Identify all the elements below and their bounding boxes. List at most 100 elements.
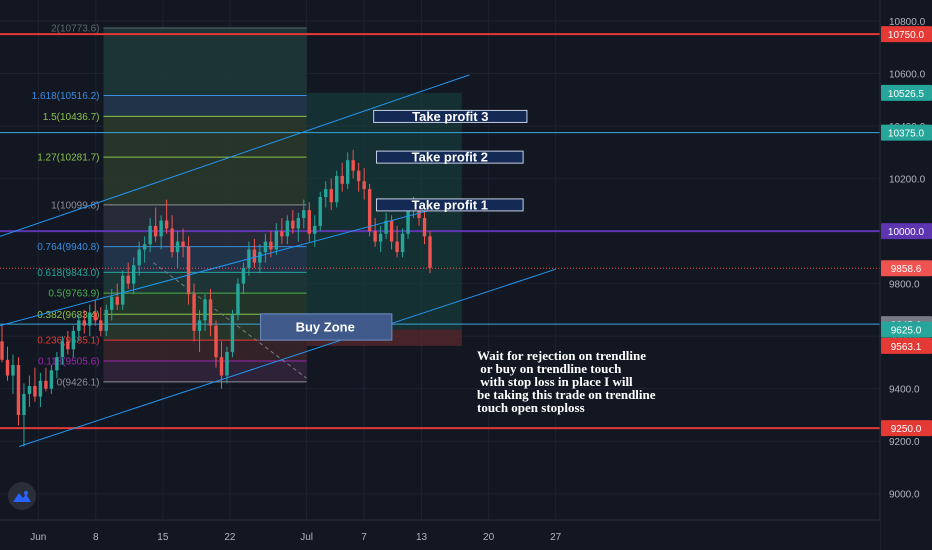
- annotations[interactable]: Take profit 3 Take profit 2 Take profit 1 B…: [260, 109, 656, 415]
- candle-body-65: [356, 170, 361, 182]
- price-badge-label-3: 10000.0: [888, 227, 925, 238]
- candle-body-64: [351, 160, 355, 171]
- candle-body-72: [395, 241, 399, 253]
- fibonacci-retracement[interactable]: 2(10773.6) 1.618(10516.2) 1.5(10436.7) 1.27…: [32, 23, 307, 388]
- candle-body-21: [115, 296, 119, 305]
- candle-body-29: [159, 220, 163, 237]
- price-badge-label-0: 10750.0: [888, 30, 925, 41]
- trendline-1: [0, 199, 470, 327]
- time-axis-panel: [0, 520, 880, 550]
- candle-body-34: [186, 246, 191, 295]
- trendline-2: [19, 268, 556, 447]
- price-axis[interactable]: 10800.010600.010400.010200.09800.09600.0…: [879, 0, 932, 550]
- time-axis[interactable]: Jun 8 15 22 Jul 7 13 20 27: [0, 519, 880, 550]
- candle-body-60: [329, 189, 333, 203]
- candle-body-50: [274, 231, 279, 250]
- price-tick-label-1: 10600.0: [889, 70, 926, 81]
- candle-body-35: [192, 294, 196, 331]
- price-badge-3: [881, 223, 932, 240]
- price-tick-label-0: 10800.0: [889, 17, 926, 28]
- candle-body-15: [82, 320, 87, 326]
- candlestick-series: [0, 149, 432, 447]
- candle-body-36: [197, 320, 202, 331]
- candle-body-42: [230, 315, 235, 352]
- candle-body-41: [225, 351, 229, 376]
- price-badge-label-4: 9858.6: [891, 264, 922, 275]
- candle-body-6: [33, 386, 37, 397]
- candle-body-43: [236, 283, 240, 316]
- candle-body-68: [373, 231, 377, 242]
- time-tick-label-0: Jun: [30, 532, 46, 543]
- fib-band-10: [103, 360, 307, 382]
- fib-level-label-0: 2(10773.6): [51, 23, 99, 34]
- time-tick-label-4: Jul: [300, 532, 313, 543]
- candle-body-0: [0, 341, 4, 360]
- take-profit-box-1: [376, 150, 524, 164]
- candle-body-5: [27, 386, 32, 394]
- candle-body-66: [362, 181, 366, 190]
- candle-body-67: [367, 189, 372, 232]
- fib-band-6: [103, 272, 307, 294]
- take-profit-label-2: Take profit 1: [412, 197, 488, 212]
- candle-body-55: [302, 210, 306, 218]
- fib-level-label-1: 1.618(10516.2): [32, 91, 100, 102]
- horizontal-lines[interactable]: [0, 33, 880, 430]
- candle-body-47: [258, 252, 262, 263]
- price-badge-2: [881, 124, 932, 141]
- price-badge-label-6: 9625.0: [891, 326, 922, 337]
- time-tick-label-6: 13: [416, 532, 428, 543]
- candle-body-13: [71, 330, 76, 350]
- time-tick-label-1: 8: [93, 532, 99, 543]
- fib-level-label-6: 0.618(9843.0): [37, 268, 99, 279]
- candle-body-17: [93, 312, 97, 321]
- candle-body-77: [422, 217, 427, 237]
- candle-body-76: [417, 210, 421, 218]
- price-badge-label-2: 10375.0: [888, 129, 925, 140]
- fib-band-0: [103, 27, 307, 96]
- note-line-2: with stop loss in place I will: [477, 374, 633, 389]
- price-tick-label-4: 9800.0: [889, 280, 920, 291]
- fib-level-label-4: 1(10099.8): [51, 200, 99, 211]
- candle-body-18: [99, 320, 103, 331]
- take-profit-box-0: [373, 109, 528, 123]
- candle-body-70: [384, 220, 388, 234]
- candle-body-71: [389, 220, 394, 242]
- candle-body-19: [104, 309, 108, 331]
- fib-band-3: [103, 157, 307, 205]
- trend-channel[interactable]: [0, 74, 556, 447]
- fib-band-2: [103, 116, 307, 158]
- fib-level-label-7: 0.5(9763.9): [48, 289, 99, 300]
- price-badge-4: [881, 260, 932, 277]
- take-profit-label-0: Take profit 3: [412, 109, 488, 124]
- candle-body-38: [208, 299, 213, 326]
- price-badge-0: [881, 26, 932, 43]
- price-tick-label-6: 9400.0: [889, 385, 920, 396]
- note-line-4: touch open stoploss: [477, 400, 585, 415]
- candle-body-8: [44, 380, 48, 389]
- candle-body-26: [142, 244, 147, 250]
- candle-body-25: [137, 249, 141, 266]
- candle-body-57: [313, 225, 317, 234]
- price-tick-label-3: 10200.0: [889, 175, 926, 186]
- price-badge-6: [881, 321, 932, 338]
- candle-body-1: [5, 359, 10, 376]
- candle-body-48: [263, 241, 268, 253]
- price-badge-8: [881, 420, 932, 437]
- fib-level-label-3: 1.27(10281.7): [37, 153, 99, 164]
- candle-body-37: [203, 299, 207, 321]
- tradingview-logo-icon[interactable]: [8, 482, 36, 510]
- candle-body-32: [175, 241, 180, 253]
- candle-body-22: [121, 275, 125, 305]
- candle-body-40: [219, 357, 224, 376]
- price-badge-1: [881, 84, 932, 101]
- candle-body-49: [269, 241, 273, 250]
- candle-body-73: [400, 233, 405, 253]
- candle-body-44: [241, 267, 246, 284]
- candle-body-52: [285, 220, 290, 237]
- candle-body-74: [406, 204, 410, 234]
- candle-body-54: [296, 217, 301, 229]
- note-line-3: be taking this trade on trendline: [477, 387, 656, 402]
- time-tick-label-8: 27: [550, 532, 562, 543]
- fib-level-label-8: 0.382(9683.4): [37, 310, 99, 321]
